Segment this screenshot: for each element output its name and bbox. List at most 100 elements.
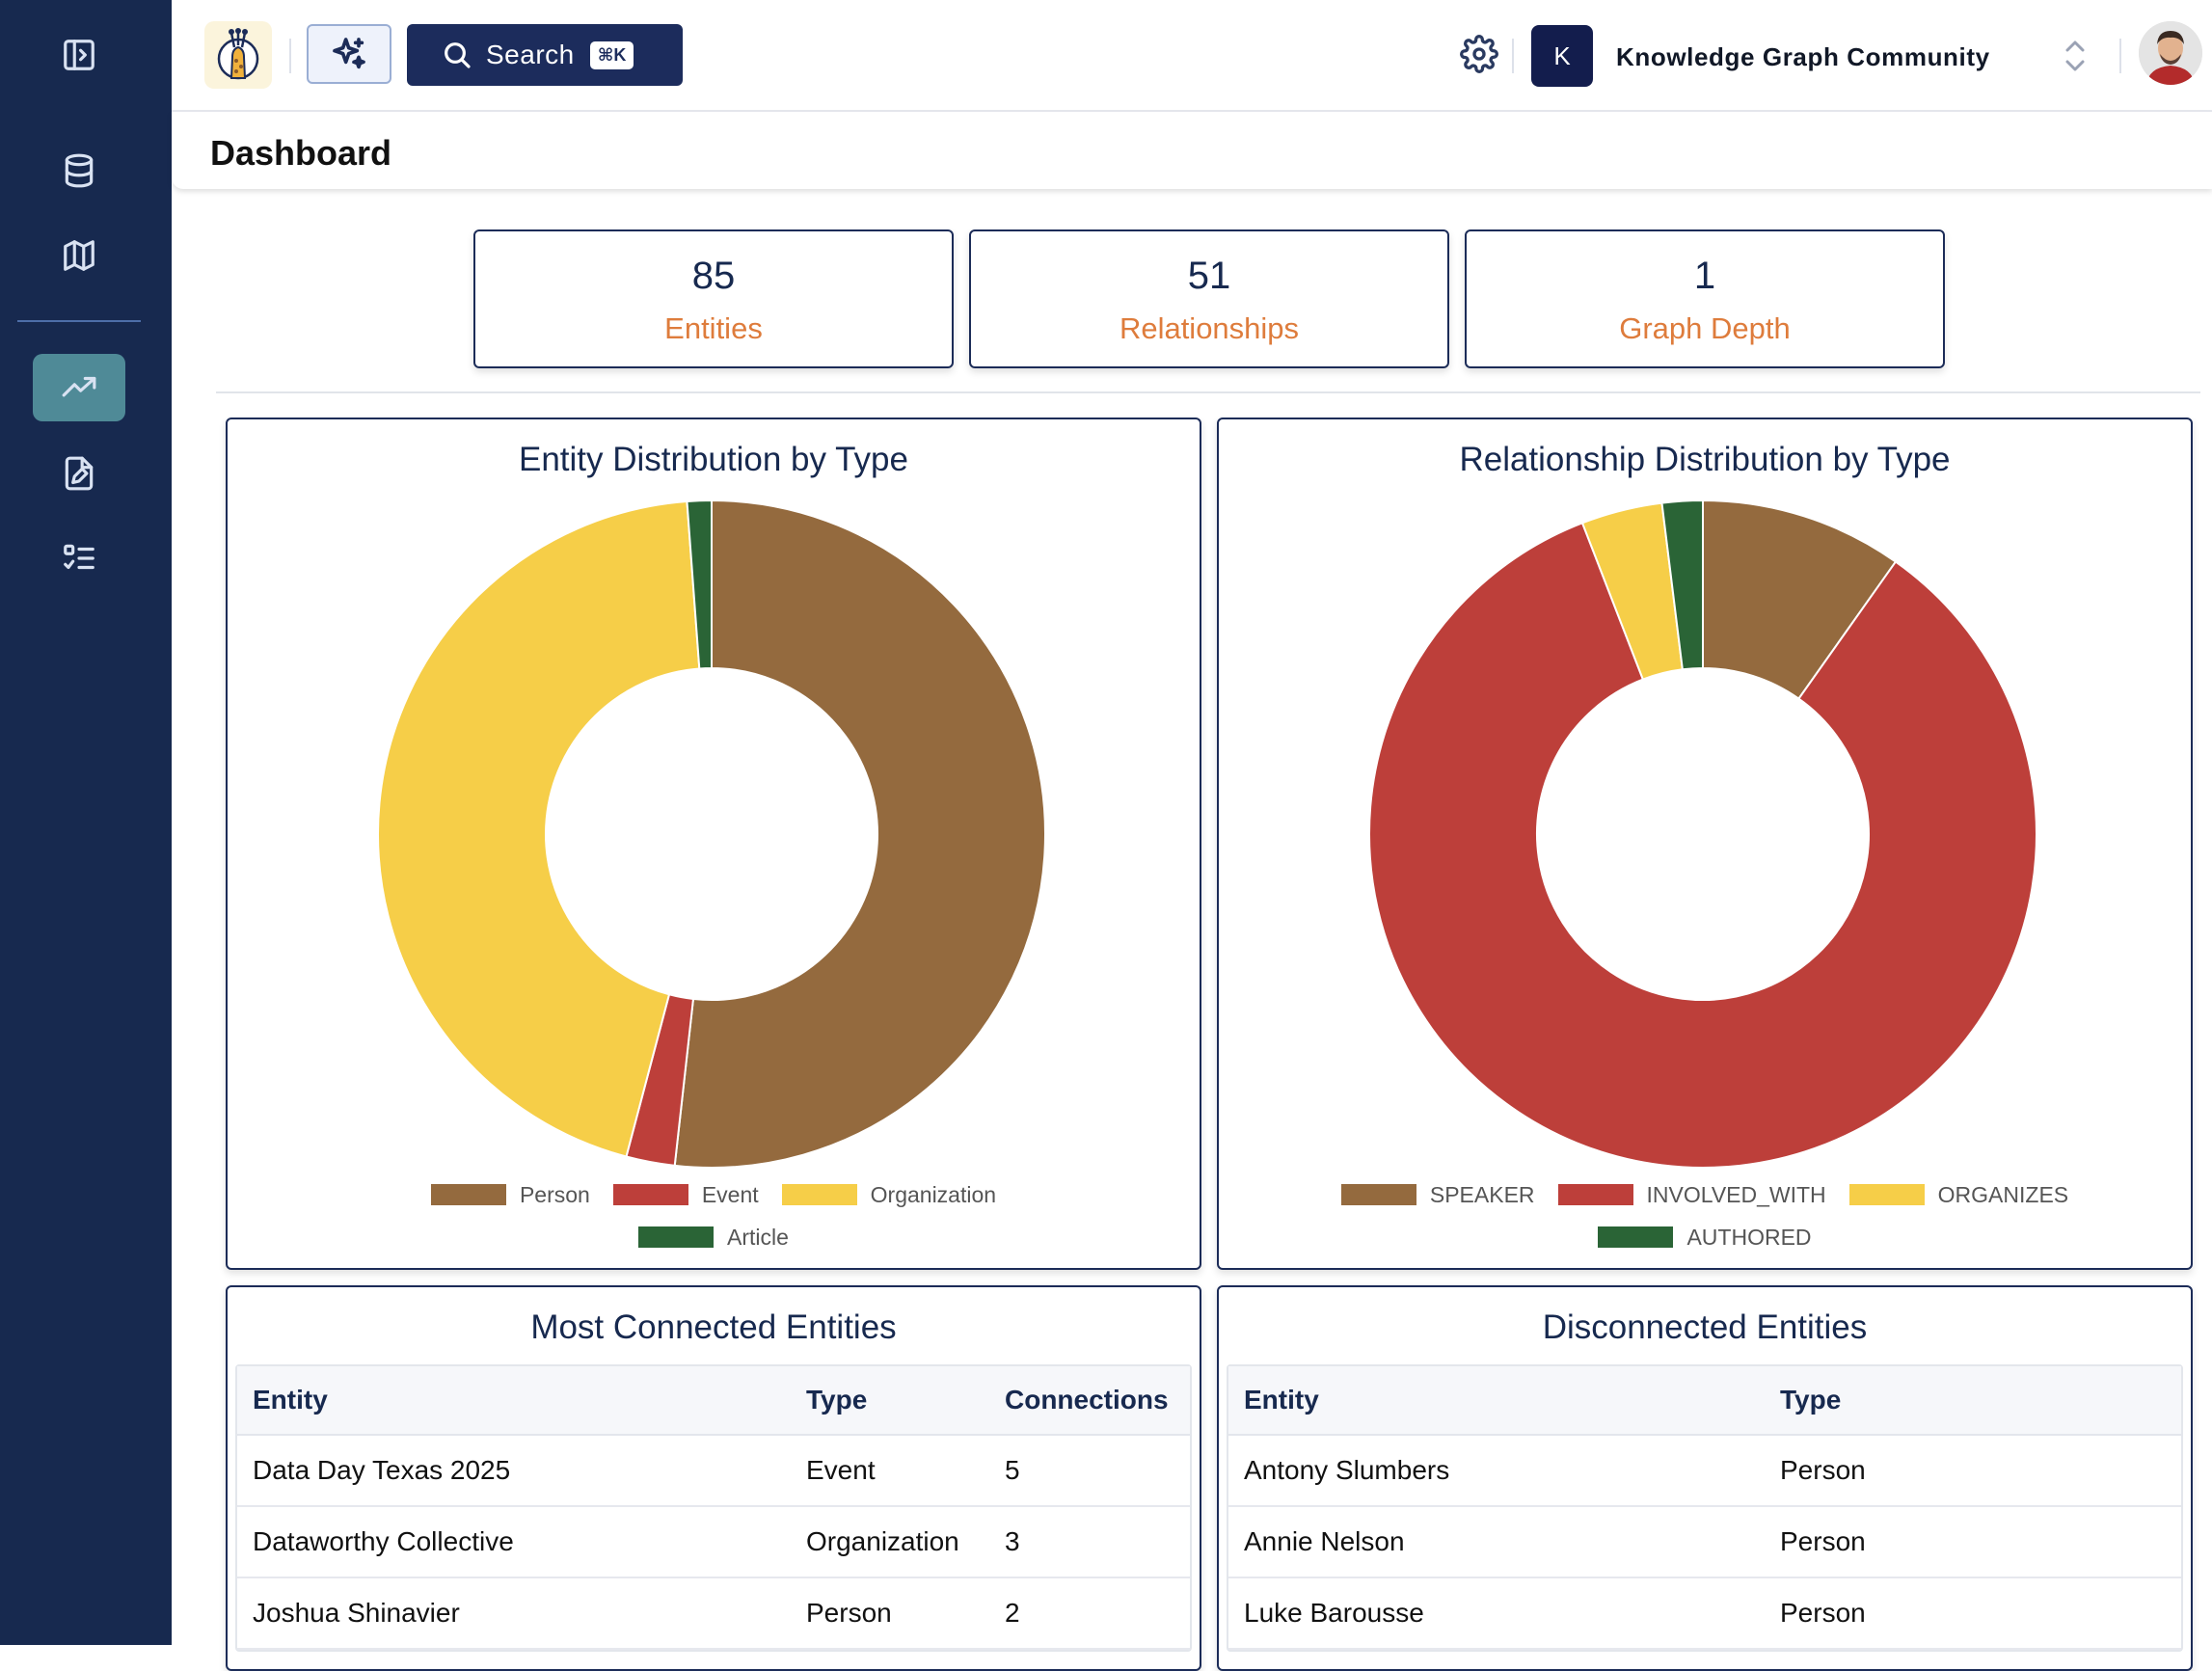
type-cell: Person xyxy=(806,1598,892,1628)
search-shortcut-badge: ⌘K xyxy=(589,40,634,69)
app-logo[interactable] xyxy=(204,21,272,89)
table-header-row: Entity Type xyxy=(1228,1366,2181,1436)
file-edit-icon xyxy=(65,456,94,491)
legend-swatch xyxy=(1557,1184,1633,1205)
legend-item-speaker[interactable]: SPEAKER xyxy=(1340,1181,1535,1208)
relationship-distribution-panel: Relationship Distribution by Type SPEAKE… xyxy=(1217,418,2193,1270)
section-divider xyxy=(216,391,2200,393)
legend-swatch xyxy=(430,1184,506,1205)
legend-row: SPEAKER INVOLVED_WITH ORGANIZES xyxy=(1219,1173,2191,1216)
legend-row: Article xyxy=(228,1216,1200,1258)
sidebar-item-documents[interactable] xyxy=(33,440,125,507)
sidebar-item-dashboard[interactable] xyxy=(33,354,125,421)
legend-item-person[interactable]: Person xyxy=(430,1181,590,1208)
page-header: Dashboard xyxy=(172,112,2212,189)
stat-label: Graph Depth xyxy=(1619,311,1791,345)
table-title: Most Connected Entities xyxy=(530,1308,897,1346)
type-cell: Person xyxy=(1780,1598,1866,1628)
chart-legend: Person Event Organization Article xyxy=(228,1173,1200,1258)
entity-donut-chart xyxy=(377,499,1046,1169)
stat-card-entities: 85 Entities xyxy=(473,229,954,368)
table-row[interactable]: Annie Nelson Person xyxy=(1228,1507,2181,1578)
stat-card-graph-depth: 1 Graph Depth xyxy=(1465,229,1945,368)
legend-row: AUTHORED xyxy=(1219,1216,2191,1258)
slice-involved-with[interactable] xyxy=(1368,522,2037,1169)
table-row[interactable]: Antony Slumbers Person xyxy=(1228,1436,2181,1507)
org-switcher-button[interactable] xyxy=(2062,37,2089,75)
topbar-divider xyxy=(1512,39,1514,73)
list-checks-icon xyxy=(64,544,94,570)
legend-label: SPEAKER xyxy=(1429,1181,1535,1207)
sidebar xyxy=(0,0,172,1645)
type-cell: Person xyxy=(1780,1455,1866,1485)
chart-title: Relationship Distribution by Type xyxy=(1459,441,1951,478)
most-connected-panel: Most Connected Entities Entity Type Conn… xyxy=(226,1285,1201,1671)
disconnected-table: Entity Type Antony Slumbers Person Annie… xyxy=(1227,1364,2183,1652)
table-row[interactable]: Joshua Shinavier Person 2 xyxy=(237,1578,1190,1650)
settings-button[interactable] xyxy=(1460,35,1498,73)
column-header-entity[interactable]: Entity xyxy=(1244,1385,1319,1415)
slice-organization[interactable] xyxy=(377,499,701,1158)
disconnected-panel: Disconnected Entities Entity Type Antony… xyxy=(1217,1285,2193,1671)
slice-article[interactable] xyxy=(686,499,713,670)
legend-item-involved-with[interactable]: INVOLVED_WITH xyxy=(1557,1181,1826,1208)
map-icon xyxy=(64,240,94,271)
sidebar-item-tasks[interactable] xyxy=(33,525,125,592)
stat-label: Entities xyxy=(664,311,763,345)
legend-label: Article xyxy=(727,1224,789,1250)
connections-cell: 5 xyxy=(1005,1455,1020,1485)
search-button[interactable]: Search ⌘K xyxy=(407,24,683,86)
stat-value: 51 xyxy=(1187,255,1231,297)
legend-label: AUTHORED xyxy=(1686,1224,1812,1250)
table-row[interactable]: Data Day Texas 2025 Event 5 xyxy=(237,1436,1190,1507)
ai-assistant-button[interactable] xyxy=(307,24,391,84)
legend-item-event[interactable]: Event xyxy=(612,1181,759,1208)
slice-person[interactable] xyxy=(673,499,1046,1169)
search-label: Search xyxy=(486,40,575,69)
table-row[interactable]: Dataworthy Collective Organization 3 xyxy=(237,1507,1190,1578)
slice-authored[interactable] xyxy=(1660,499,1704,671)
legend-row: Person Event Organization xyxy=(228,1173,1200,1216)
legend-swatch xyxy=(781,1184,857,1205)
sidebar-item-database[interactable] xyxy=(33,137,125,204)
connections-cell: 3 xyxy=(1005,1526,1020,1556)
org-name[interactable]: Knowledge Graph Community xyxy=(1616,42,1990,71)
legend-label: Event xyxy=(701,1181,759,1207)
column-header-connections[interactable]: Connections xyxy=(1005,1385,1169,1415)
sidebar-divider xyxy=(17,320,141,322)
legend-label: Organization xyxy=(870,1181,997,1207)
legend-item-authored[interactable]: AUTHORED xyxy=(1598,1224,1812,1251)
toggle-sidebar-button[interactable] xyxy=(33,21,125,89)
database-icon xyxy=(65,153,94,188)
legend-item-article[interactable]: Article xyxy=(638,1225,789,1251)
entity-cell: Data Day Texas 2025 xyxy=(253,1455,511,1485)
entity-cell: Luke Barousse xyxy=(1244,1598,1424,1628)
topbar-divider xyxy=(289,39,291,73)
table-header-row: Entity Type Connections xyxy=(237,1366,1190,1436)
table-title: Disconnected Entities xyxy=(1542,1308,1868,1346)
legend-item-organization[interactable]: Organization xyxy=(781,1181,997,1208)
column-header-type[interactable]: Type xyxy=(1780,1385,1842,1415)
search-icon xyxy=(445,42,471,68)
top-bar: Search ⌘K K Knowledge Graph Community xyxy=(172,0,2212,112)
entity-cell: Dataworthy Collective xyxy=(253,1526,514,1556)
org-avatar[interactable]: K xyxy=(1531,25,1593,87)
column-header-entity[interactable]: Entity xyxy=(253,1385,328,1415)
user-avatar[interactable] xyxy=(2139,21,2202,85)
relationship-donut-chart xyxy=(1368,499,2037,1169)
legend-swatch xyxy=(612,1184,688,1205)
page-title: Dashboard xyxy=(210,133,392,173)
giraffe-logo-icon xyxy=(217,28,259,80)
table-row[interactable]: Luke Barousse Person xyxy=(1228,1578,2181,1650)
legend-label: INVOLVED_WITH xyxy=(1646,1181,1826,1207)
entity-cell: Annie Nelson xyxy=(1244,1526,1405,1556)
sidebar-item-map[interactable] xyxy=(33,222,125,289)
column-header-type[interactable]: Type xyxy=(806,1385,868,1415)
legend-label: ORGANIZES xyxy=(1937,1181,2069,1207)
trending-up-icon xyxy=(62,376,96,397)
legend-item-organizes[interactable]: ORGANIZES xyxy=(1848,1181,2069,1208)
legend-label: Person xyxy=(519,1181,590,1207)
entity-cell: Antony Slumbers xyxy=(1244,1455,1450,1485)
chevrons-up-down-icon xyxy=(2065,40,2085,71)
entity-cell: Joshua Shinavier xyxy=(253,1598,460,1628)
